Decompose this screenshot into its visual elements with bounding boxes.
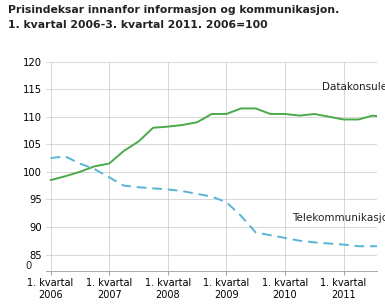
Text: 0: 0 <box>25 261 31 271</box>
Text: Datakonsulenttenester: Datakonsulenttenester <box>321 82 385 92</box>
Text: Prisindeksar innanfor informasjon og kommunikasjon.: Prisindeksar innanfor informasjon og kom… <box>8 5 339 14</box>
Text: 1. kvartal 2006-3. kvartal 2011. 2006=100: 1. kvartal 2006-3. kvartal 2011. 2006=10… <box>8 20 267 30</box>
Text: Telekommunikasjonstenester: Telekommunikasjonstenester <box>292 213 385 223</box>
